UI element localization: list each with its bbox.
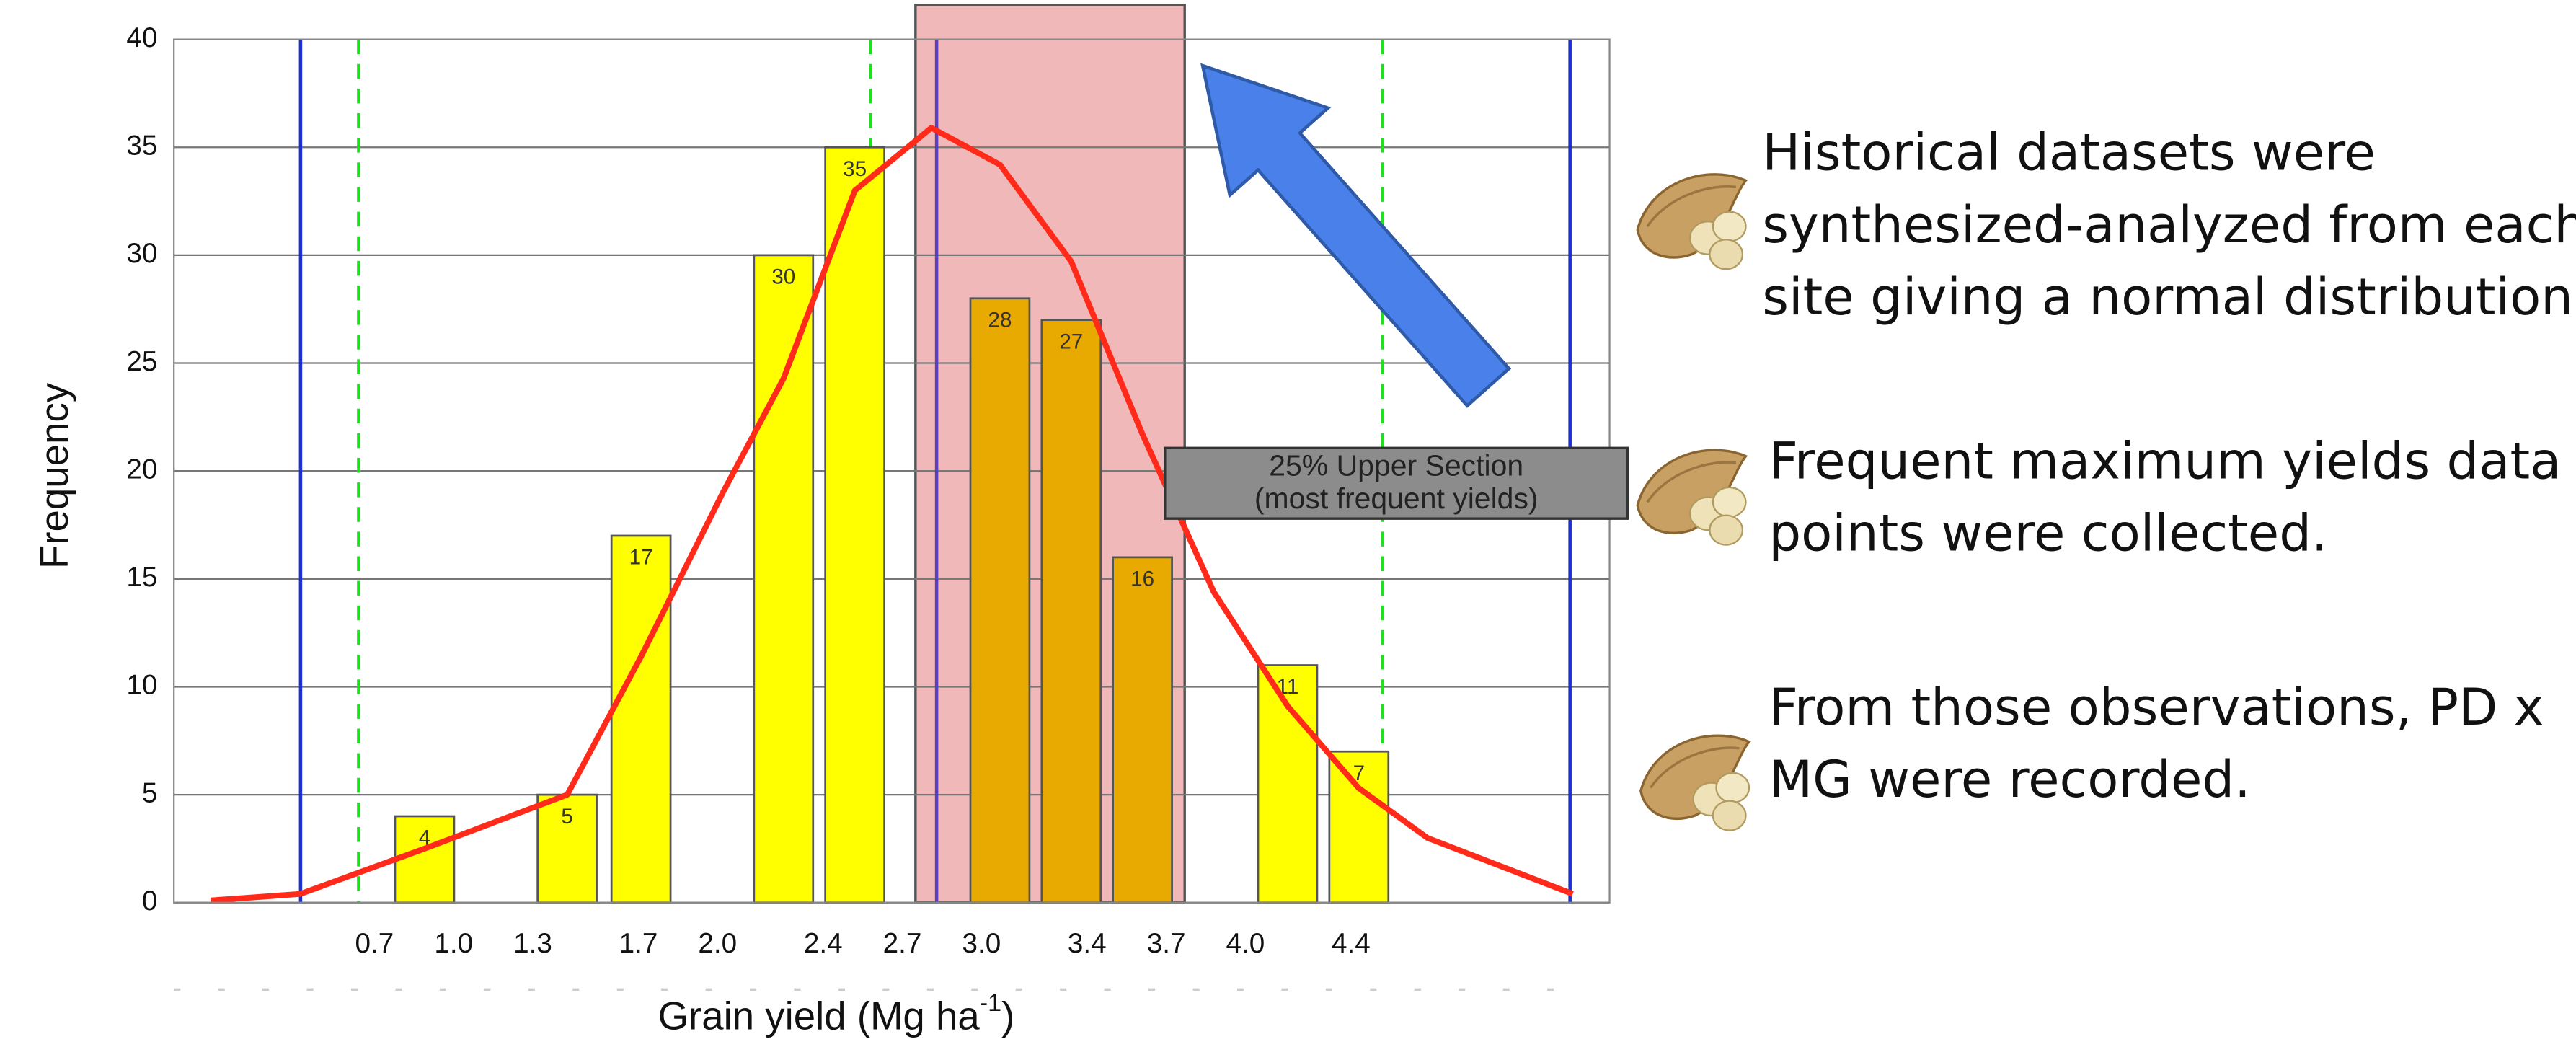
chart: 0 5 10 15 20 25 30 35 40 0.7 1.0 1.3 1.7 2.0 2.4 2.7 3.0…: [0, 0, 2576, 1047]
bar: [754, 255, 813, 903]
bar-value-label: 35: [843, 157, 867, 181]
bullet-text: points were collected.: [1769, 504, 2327, 563]
bar: [826, 147, 885, 902]
x-tick-label: 0.7: [355, 928, 394, 959]
y-tick-label: 5: [142, 777, 158, 808]
y-axis-label: Frequency: [32, 382, 76, 569]
soybean-icon: [1641, 735, 1749, 830]
annotation-text: 25% Upper Section: [1269, 449, 1523, 482]
y-tick-label: 10: [126, 670, 157, 701]
x-tick-label: 1.7: [619, 928, 658, 959]
x-tick-label: 2.4: [804, 928, 843, 959]
y-tick-label: 15: [126, 562, 157, 593]
bar-value-label: 27: [1059, 330, 1083, 353]
bar-value-label: 5: [561, 805, 572, 829]
bullet-list: Historical datasets were synthesized-anal…: [1762, 123, 2576, 809]
x-tick-label: 2.7: [883, 928, 922, 959]
y-tick-label: 25: [126, 346, 157, 377]
x-tick-label: 1.3: [513, 928, 552, 959]
bullet-text: site giving a normal distribution.: [1762, 268, 2576, 327]
bar-value-label: 28: [988, 308, 1012, 332]
x-tick-label: 1.0: [434, 928, 473, 959]
plot-area: 0 5 10 15 20 25 30 35 40 0.7 1.0 1.3 1.7 2.0 2.4 2.7 3.0…: [126, 5, 1627, 959]
bullet-text: From those observations, PD x: [1769, 678, 2544, 737]
soybean-icon: [1637, 174, 1745, 269]
y-tick-label: 0: [142, 885, 158, 916]
soybean-icon: [1637, 450, 1745, 544]
x-tick-label: 3.7: [1147, 928, 1186, 959]
y-tick-label: 40: [126, 22, 157, 53]
x-tick-label: 3.0: [962, 928, 1001, 959]
x-axis-label-text: Grain yield (Mg ha: [658, 994, 981, 1038]
bar: [970, 299, 1030, 903]
bar: [1042, 320, 1101, 903]
bullet-text: synthesized-analyzed from each: [1762, 195, 2576, 255]
bar: [1113, 557, 1172, 903]
x-tick-label: 2.0: [698, 928, 737, 959]
x-tick-label: 4.0: [1226, 928, 1265, 959]
bullet-text: Historical datasets were: [1762, 123, 2376, 182]
bar-value-label: 30: [771, 265, 795, 289]
x-tick-label: 4.4: [1332, 928, 1371, 959]
x-axis-label: Grain yield (Mg ha-1): [658, 989, 1015, 1038]
y-tick-label: 30: [126, 238, 157, 269]
annotation-text: (most frequent yields): [1254, 482, 1539, 515]
bar: [611, 536, 670, 903]
bullet-text: MG were recorded.: [1769, 750, 2250, 809]
x-axis-label-suffix: ): [1001, 994, 1014, 1038]
bar-value-label: 17: [629, 546, 653, 570]
bullet-text: Frequent maximum yields data: [1769, 432, 2561, 491]
y-tick-label: 35: [126, 130, 157, 161]
x-axis-label-superscript: -1: [980, 989, 1001, 1017]
x-tick-label: 3.4: [1068, 928, 1107, 959]
bar-value-label: 16: [1130, 567, 1154, 591]
y-tick-label: 20: [126, 454, 157, 485]
